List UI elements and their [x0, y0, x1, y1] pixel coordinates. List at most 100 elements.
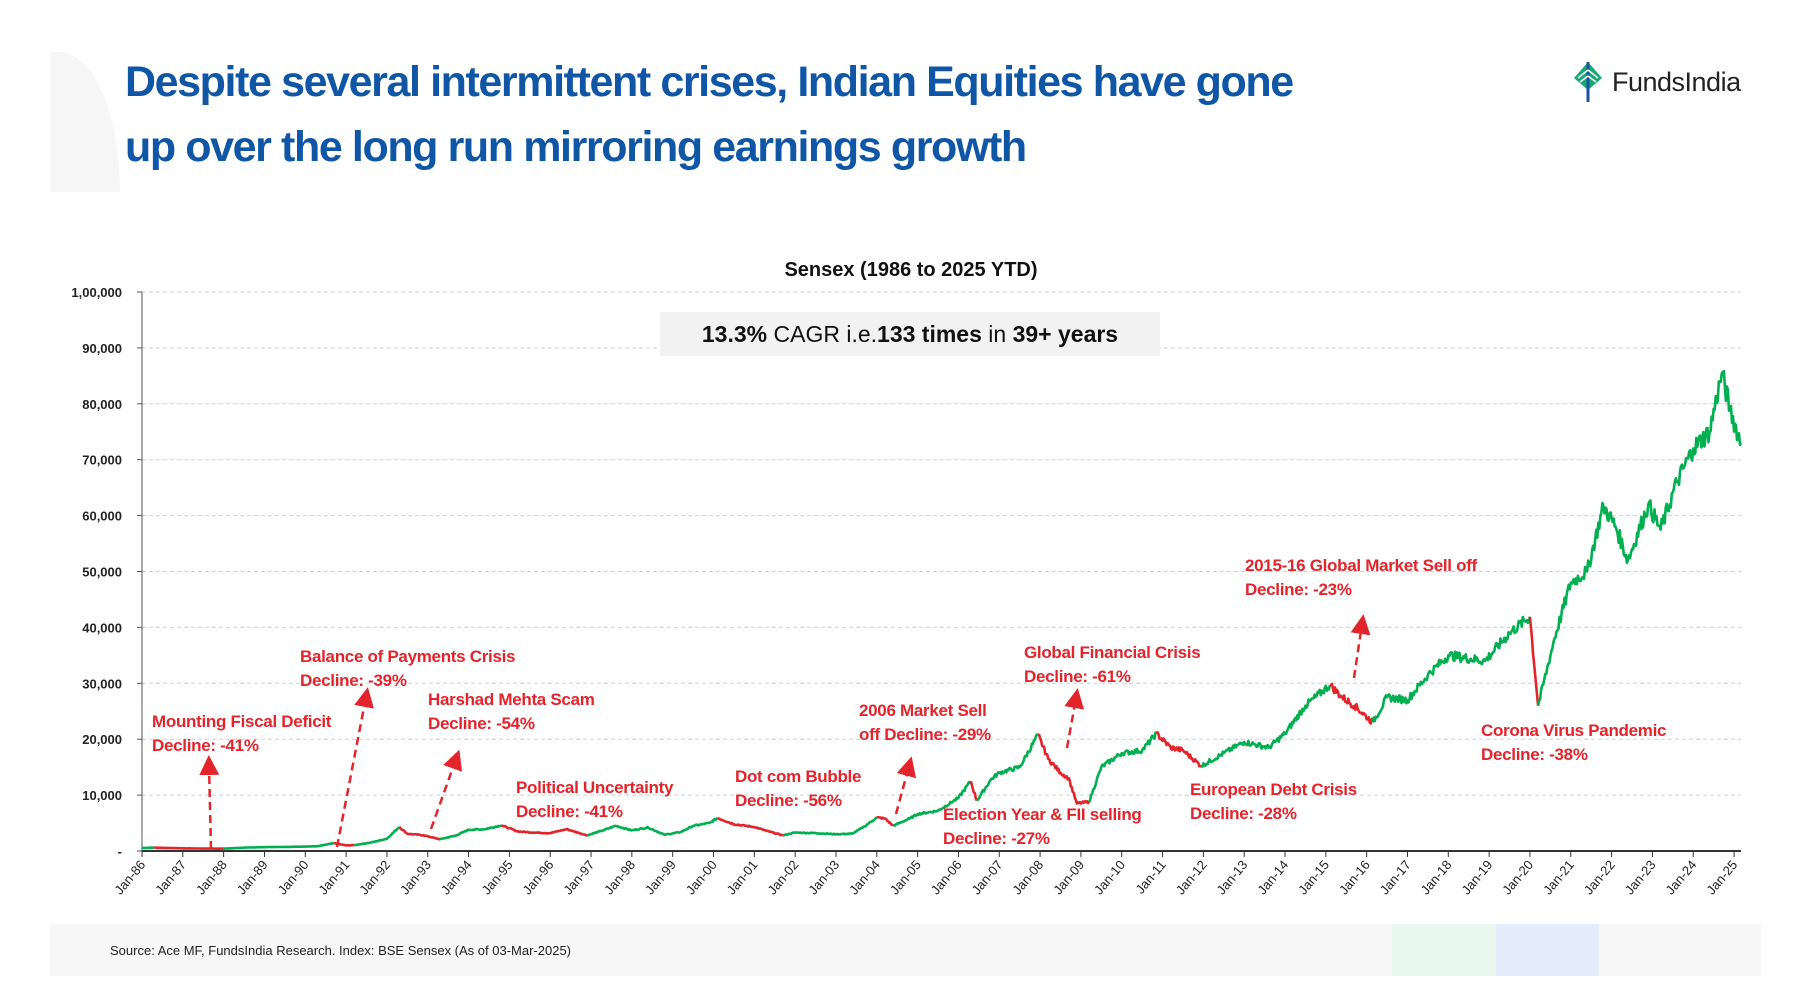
x-tick-label: Jan-21	[1540, 857, 1577, 897]
x-tick-label: Jan-13	[1213, 857, 1250, 897]
rise-segment	[1536, 369, 1743, 706]
decline-segment	[717, 816, 784, 837]
x-tick-label: Jan-15	[1295, 857, 1332, 897]
y-tick-label: 30,000	[82, 676, 122, 691]
x-tick-label: Jan-20	[1499, 857, 1536, 897]
x-tick-label: Jan-11	[1132, 857, 1168, 896]
rise-segment	[223, 841, 335, 850]
title-line-2: up over the long run mirroring earnings …	[125, 123, 1027, 171]
x-tick-label: Jan-05	[887, 857, 924, 897]
cagr-value: 13.3%	[701, 320, 768, 347]
page-title: Despite several intermittent crises, Ind…	[125, 50, 1294, 180]
chart-title: Sensex (1986 to 2025 YTD)	[784, 259, 1038, 281]
y-axis: - 10,000 20,000 30,000 40,000 50,000 60,000 70,…	[71, 285, 143, 859]
annotation-fiscal-deficit: Mounting Fiscal Deficit Decline: -41%	[152, 712, 332, 755]
cagr-text: CAGR i.e.	[767, 320, 878, 347]
y-tick-label: 80,000	[82, 397, 122, 412]
x-tick-label: Jan-92	[356, 857, 393, 897]
rise-segment	[1087, 731, 1158, 803]
decline-segment	[969, 780, 979, 802]
x-tick-label: Jan-23	[1622, 857, 1659, 897]
x-tick-label: Jan-88	[193, 857, 230, 897]
title-line-1: Despite several intermittent crises, Ind…	[125, 58, 1294, 106]
decline-segment	[1329, 682, 1375, 725]
in-text: in	[981, 320, 1013, 347]
rise-segment	[1200, 684, 1332, 769]
annotation-european-debt: European Debt Crisis Decline: -28%	[1190, 780, 1357, 823]
footer-green-block	[1392, 924, 1496, 976]
x-tick-label: Jan-10	[1091, 857, 1128, 897]
rise-segment	[1371, 615, 1532, 723]
cagr-callout: 13.3% CAGR i.e. 133 times in 39+ years	[660, 312, 1160, 356]
annotation-2006-selloff: 2006 Market Sell off Decline: -29%	[859, 701, 991, 744]
y-tick-label: -	[118, 844, 122, 859]
x-tick-label: Jan-86	[111, 857, 148, 897]
y-tick-label: 20,000	[82, 732, 122, 747]
annotation-political-uncertainty: Political Uncertainty Decline: -41%	[516, 778, 674, 821]
x-tick-label: Jan-96	[519, 857, 556, 897]
annotation-arrow	[199, 755, 220, 850]
annotation-2015-16-selloff: 2015-16 Global Market Sell off Decline: -…	[1245, 556, 1477, 599]
y-tick-label: 70,000	[82, 453, 122, 468]
x-tick-label: Jan-22	[1581, 857, 1618, 897]
rise-segment	[353, 826, 401, 847]
x-tick-label: Jan-16	[1336, 857, 1373, 897]
annotation-arrow	[1064, 688, 1085, 749]
y-tick-label: 10,000	[82, 788, 122, 803]
logo-text: FundsIndia	[1612, 66, 1741, 97]
annotation-arrow	[335, 687, 374, 848]
fundsindia-logo: FundsIndia	[1570, 60, 1741, 104]
x-tick-label: Jan-91	[315, 857, 352, 897]
decline-segment	[1528, 616, 1540, 706]
annotation-corona: Corona Virus Pandemic Decline: -38%	[1481, 721, 1667, 764]
rise-segment	[586, 816, 719, 837]
x-tick-label: Jan-00	[683, 857, 720, 897]
annotation-balance-of-payments: Balance of Payments Crisis Decline: -39%	[300, 647, 516, 690]
x-tick-label: Jan-07	[969, 857, 1006, 897]
decline-segment	[1155, 730, 1202, 768]
leaf-logo-icon	[1574, 62, 1602, 102]
x-tick-label: Jan-19	[1458, 857, 1495, 897]
source-note: Source: Ace MF, FundsIndia Research. Ind…	[110, 943, 571, 958]
x-tick-label: Jan-99	[642, 857, 679, 897]
x-tick-label: Jan-90	[275, 857, 312, 897]
annotation-harshad-mehta: Harshad Mehta Scam Decline: -54%	[428, 690, 595, 733]
x-tick-label: Jan-17	[1377, 857, 1414, 897]
x-tick-label: Jan-04	[846, 857, 883, 897]
annotation-gfc: Global Financial Crisis Decline: -61%	[1024, 643, 1201, 686]
x-tick-label: Jan-14	[1254, 857, 1291, 897]
x-tick-label: Jan-94	[438, 857, 475, 897]
decline-segment	[398, 826, 441, 841]
y-tick-label: 60,000	[82, 509, 122, 524]
decline-segment	[500, 824, 588, 837]
sensex-line	[141, 369, 1743, 851]
rise-segment	[975, 733, 1039, 802]
x-tick-label: Jan-98	[601, 857, 638, 897]
x-tick-label: Jan-06	[928, 857, 965, 897]
x-tick-label: Jan-09	[1050, 857, 1087, 897]
x-tick-label: Jan-18	[1418, 857, 1455, 897]
decline-segment	[876, 815, 895, 827]
x-tick-label: Jan-01	[724, 857, 761, 897]
rise-segment	[892, 780, 972, 827]
rise-segment	[782, 816, 878, 837]
x-tick-label: Jan-87	[152, 857, 189, 897]
x-axis: Jan-86 Jan-87 Jan-88 Jan-89 Jan-90 Jan-91 Jan-…	[111, 850, 1741, 897]
x-tick-label: Jan-02	[764, 857, 801, 897]
x-tick-label: Jan-89	[234, 857, 271, 897]
annotation-arrow	[1350, 614, 1371, 679]
y-tick-label: 40,000	[82, 620, 122, 635]
years-value: 39+ years	[1012, 320, 1119, 347]
decline-segment	[154, 846, 224, 851]
x-tick-label: Jan-08	[1009, 857, 1046, 897]
x-tick-label: Jan-12	[1173, 857, 1210, 897]
annotation-dot-com: Dot com Bubble Decline: -56%	[735, 767, 862, 810]
y-tick-label: 1,00,000	[71, 285, 122, 300]
rise-segment	[439, 824, 503, 841]
annotation-arrow	[894, 756, 917, 815]
x-tick-label: Jan-93	[397, 857, 434, 897]
y-tick-label: 50,000	[82, 565, 122, 580]
decline-segment	[1037, 733, 1091, 805]
x-tick-label: Jan-97	[560, 857, 597, 897]
